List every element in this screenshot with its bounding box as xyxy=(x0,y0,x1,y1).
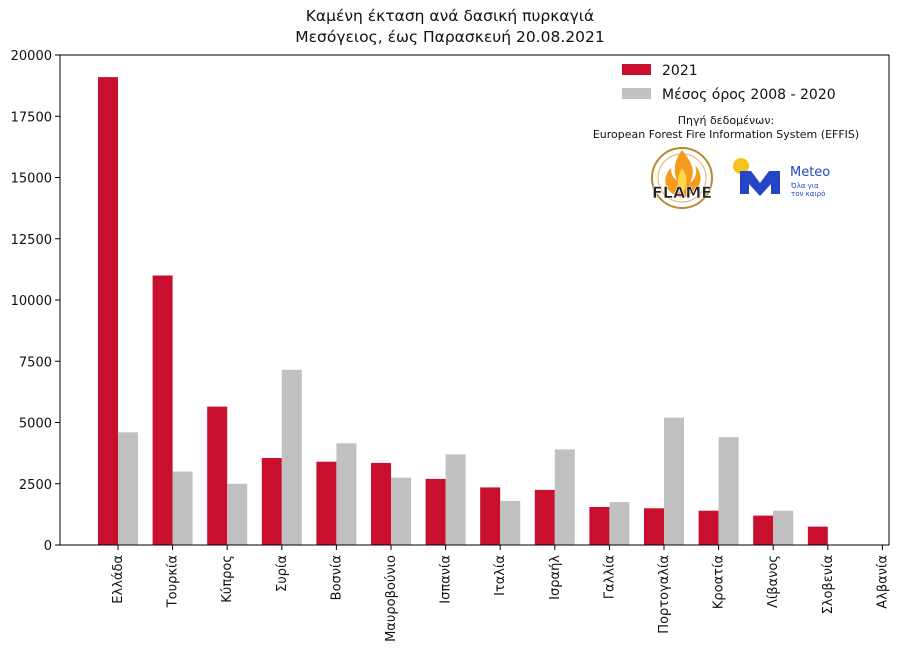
x-tick-label: Αλβανία xyxy=(875,555,890,609)
x-tick-label: Κροατία xyxy=(712,555,727,609)
x-tick-label: Βοσνία xyxy=(329,555,344,600)
x-tick-label: Λίβανος xyxy=(766,555,781,608)
bars-group xyxy=(98,77,883,550)
y-tick-label: 2500 xyxy=(19,478,52,493)
bar-average xyxy=(500,500,521,545)
bar-average xyxy=(664,417,684,545)
source-label: Πηγή δεδομένων: xyxy=(678,114,775,127)
y-tick-label: 20000 xyxy=(11,49,52,64)
meteo-tagline-1: Όλα για xyxy=(790,182,819,190)
bar-2021 xyxy=(207,406,228,545)
y-tick-label: 17500 xyxy=(11,110,52,125)
bar-average xyxy=(718,437,739,545)
x-tick-label: Κύπρος xyxy=(220,555,235,603)
bar-2021 xyxy=(425,478,446,545)
x-tick-label: Τουρκία xyxy=(166,555,181,608)
x-tick-label: Ιταλία xyxy=(493,555,508,596)
bar-average xyxy=(554,449,575,545)
chart-title: Καμένη έκταση ανά δασική πυρκαγιά xyxy=(305,7,595,25)
bar-2021 xyxy=(753,515,774,545)
sun-icon xyxy=(733,158,749,174)
meteo-logo: Meteo Όλα για τον καιρό xyxy=(733,158,830,198)
y-tick-label: 0 xyxy=(44,539,52,554)
bar-average xyxy=(281,369,302,545)
legend: 2021 Μέσος όρος 2008 - 2020 xyxy=(622,63,836,103)
bar-2021 xyxy=(98,77,118,545)
bar-average xyxy=(773,510,794,545)
y-tick-label: 10000 xyxy=(11,294,52,309)
x-tick-label: Συρία xyxy=(275,555,290,592)
y-tick-label: 12500 xyxy=(11,233,52,248)
x-tick-label: Πορτογαλία xyxy=(657,555,672,634)
bar-2021 xyxy=(644,508,664,546)
y-tick-label: 15000 xyxy=(11,172,52,187)
x-tick-label: Ισραήλ xyxy=(548,555,563,600)
axes-group xyxy=(55,54,890,546)
bar-2021 xyxy=(807,526,828,545)
x-tick-label: Μαυροβούνιο xyxy=(384,555,399,642)
flame-logo: FLAME xyxy=(651,147,713,209)
bar-2021 xyxy=(534,489,555,545)
x-tick-label: Γαλλία xyxy=(602,555,617,599)
flame-logo-text: FLAME xyxy=(652,183,712,202)
x-tick-label: Σλοβενία xyxy=(821,555,836,614)
x-tick-label: Ελλάδα xyxy=(111,555,126,604)
bar-average xyxy=(609,502,630,545)
chart-subtitle: Μεσόγειος, έως Παρασκευή 20.08.2021 xyxy=(295,28,605,46)
meteo-tagline-2: τον καιρό xyxy=(791,190,825,198)
bar-2021 xyxy=(152,275,173,545)
source-name: European Forest Fire Information System … xyxy=(593,128,859,141)
bar-average xyxy=(172,471,193,545)
x-tick-labels: Ελλάδα Τουρκία Κύπρος Συρία Βοσνία Μαυροβούνι… xyxy=(111,555,890,642)
bar-2021 xyxy=(589,507,610,545)
bar-average xyxy=(336,443,357,545)
bar-average xyxy=(227,483,248,546)
y-tick-label: 7500 xyxy=(19,355,52,370)
meteo-logo-text: Meteo xyxy=(790,165,830,180)
bar-2021 xyxy=(480,487,501,545)
bar-2021 xyxy=(698,510,719,545)
legend-swatch-average xyxy=(622,88,651,99)
bar-average xyxy=(391,477,411,545)
y-tick-label: 5000 xyxy=(19,417,52,432)
x-tick-label: Ισπανία xyxy=(439,555,454,604)
bar-2021 xyxy=(261,458,282,545)
legend-label-2021: 2021 xyxy=(662,63,698,79)
bar-2021 xyxy=(371,462,391,545)
y-tick-labels: 0 2500 5000 7500 10000 12500 15000 17500 20000 xyxy=(11,49,52,554)
bar-average xyxy=(445,454,466,545)
meteo-m-icon xyxy=(740,171,780,196)
bar-2021 xyxy=(316,461,337,545)
bar-average xyxy=(118,432,138,545)
legend-label-average: Μέσος όρος 2008 - 2020 xyxy=(662,87,836,103)
legend-swatch-2021 xyxy=(622,64,651,75)
